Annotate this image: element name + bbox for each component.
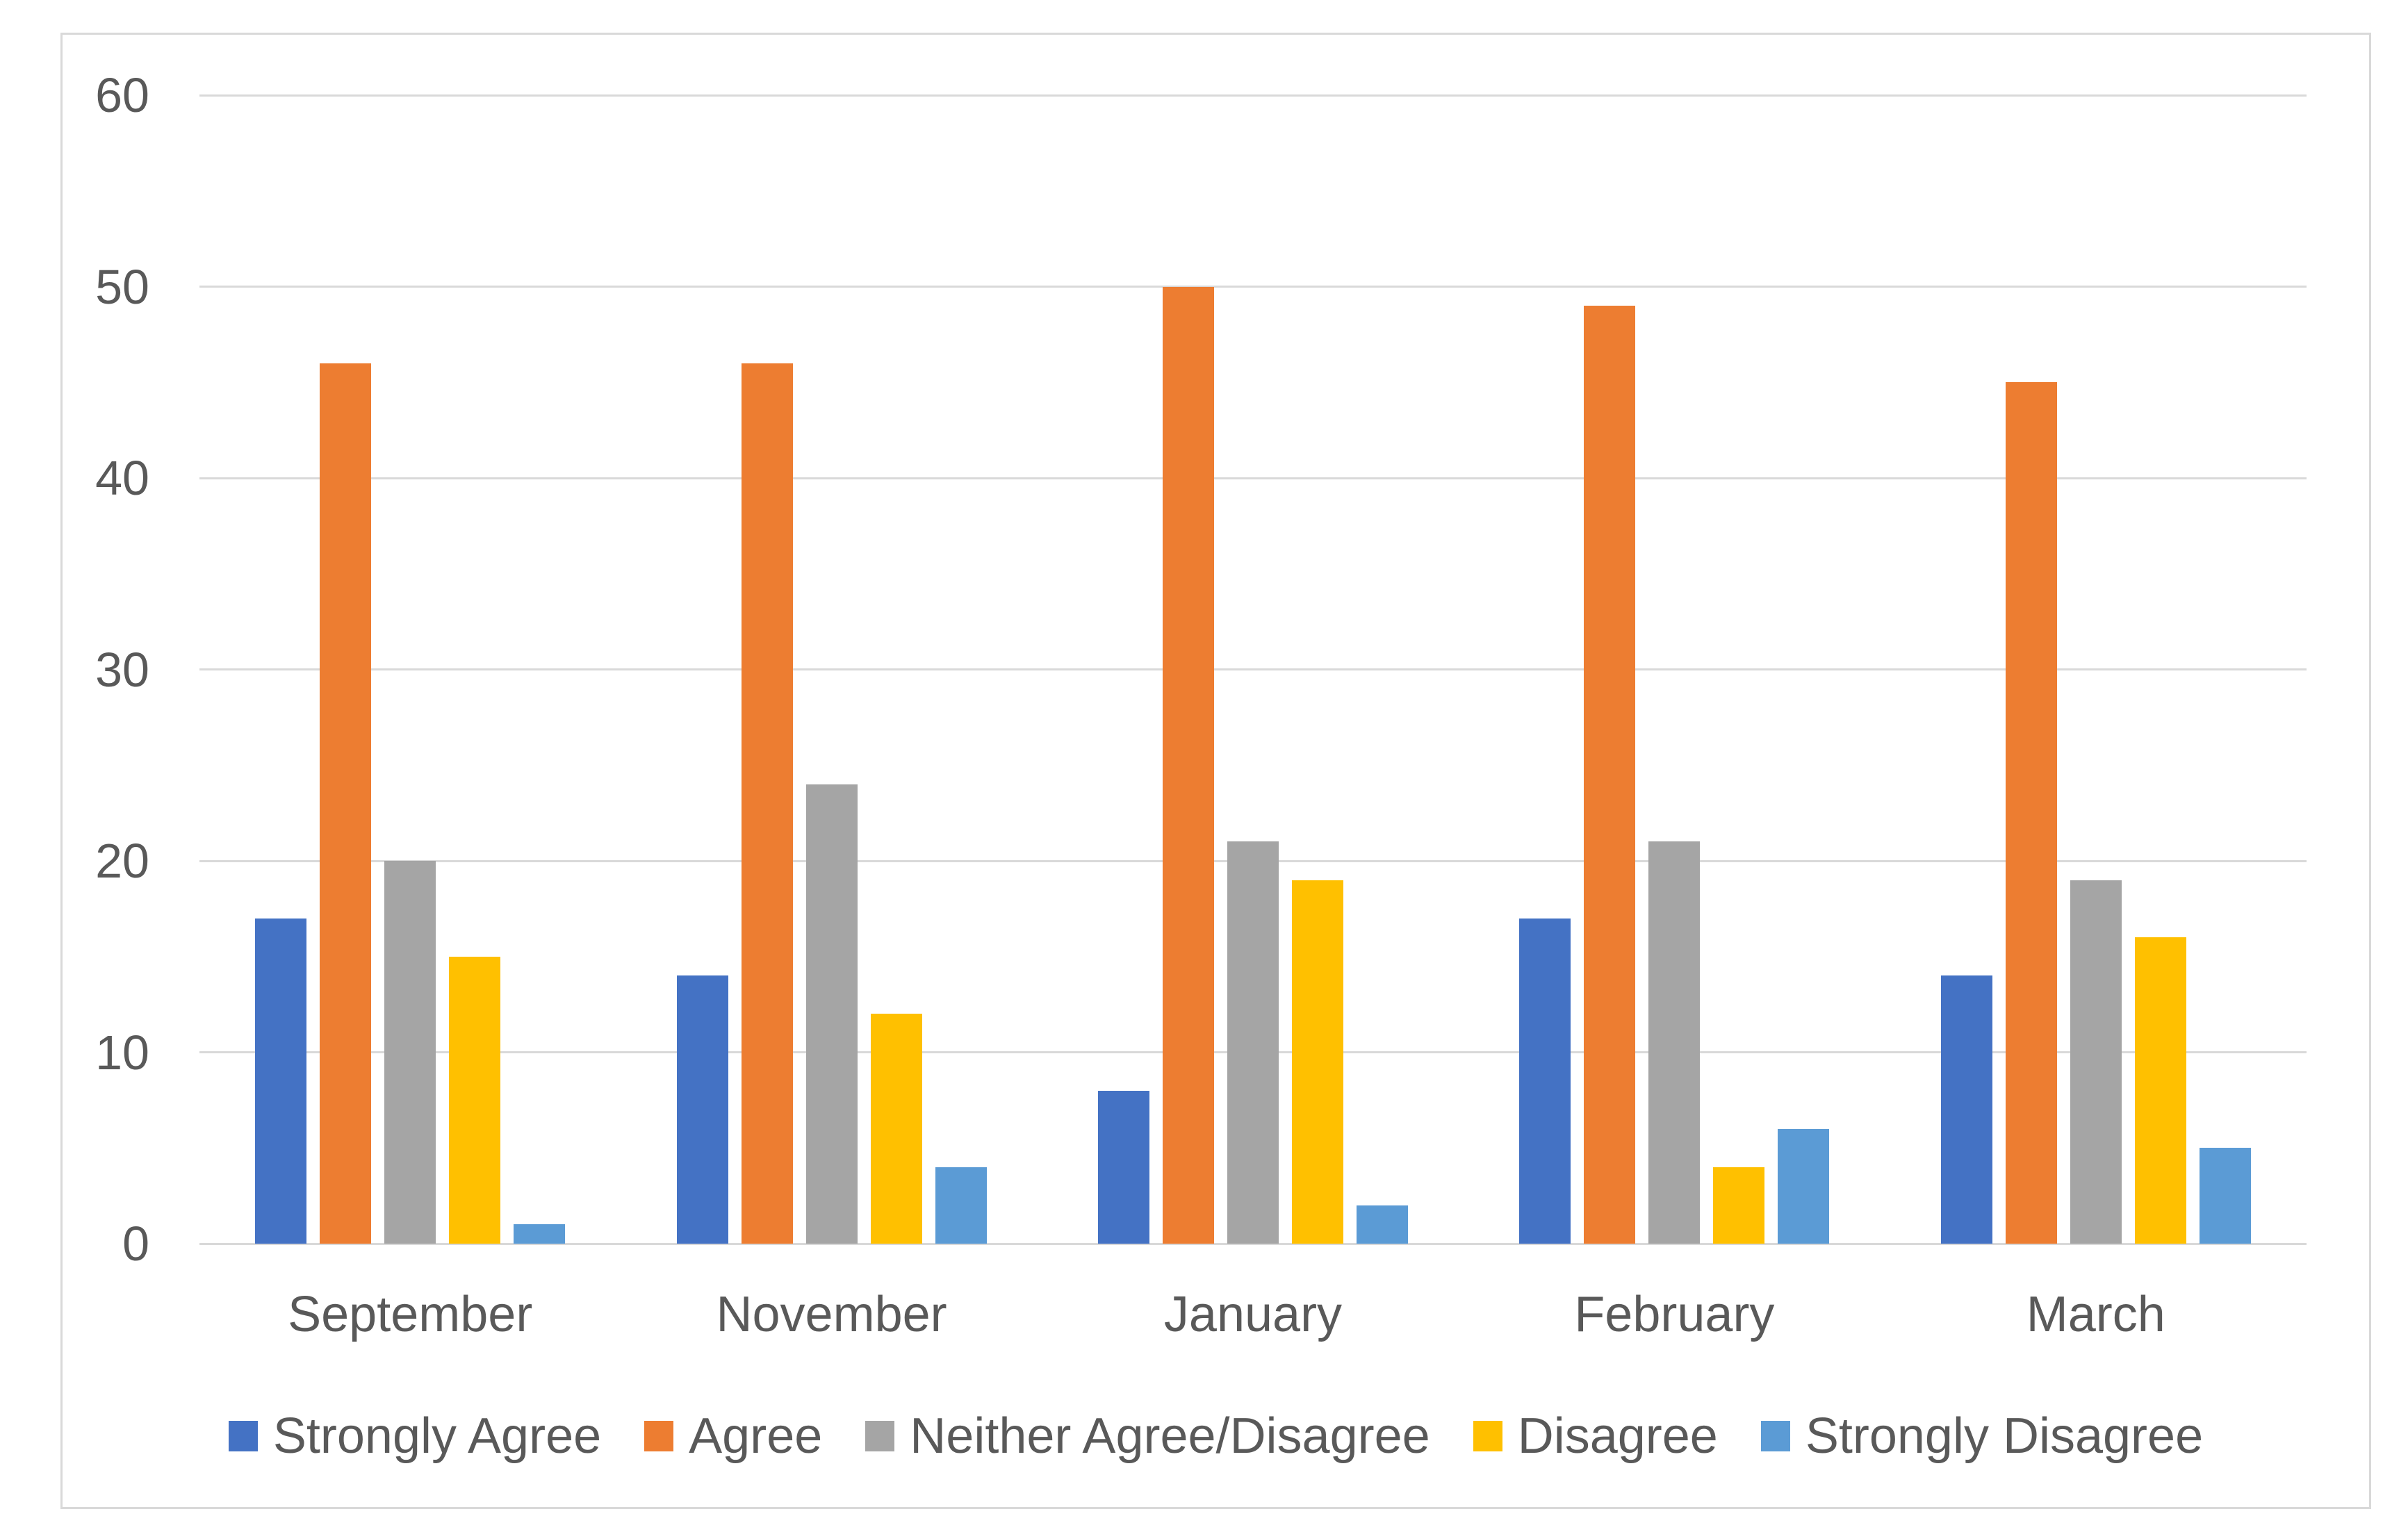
bar-september-strongly-agree [255,918,307,1244]
bar-january-strongly-disagree [1357,1205,1408,1244]
legend-label: Agree [689,1408,823,1464]
bar-september-strongly-disagree [514,1224,566,1244]
bar-november-disagree [870,1014,922,1244]
bar-march-neither-agree-disagree [2070,880,2122,1244]
x-axis: September November January February March [199,1280,2307,1349]
bar-february-strongly-agree [1519,918,1571,1244]
bar-march-strongly-agree [1940,975,1992,1244]
bar-group-february [1519,95,1830,1244]
y-tick-label-10: 10 [95,1025,149,1080]
legend-marker-icon [865,1421,895,1451]
y-tick-label-50: 50 [95,259,149,314]
bar-january-neither-agree-disagree [1227,841,1279,1244]
legend-item-disagree: Disagree [1473,1408,1718,1465]
legend-label: Disagree [1517,1408,1718,1464]
bar-group-september [255,95,566,1244]
plot-area: September November January February March [199,94,2307,1342]
bar-november-strongly-disagree [935,1167,987,1244]
y-tick-label-30: 30 [95,642,149,697]
bar-september-disagree [449,956,501,1244]
bar-group-january [1098,95,1408,1244]
bar-january-strongly-agree [1098,1090,1149,1244]
legend-label: Strongly Agree [272,1408,602,1464]
legend-marker-icon [228,1421,258,1451]
gridline-y-60 [199,94,2307,97]
bar-september-neither-agree-disagree [384,861,436,1244]
bar-february-strongly-disagree [1778,1128,1830,1244]
bar-january-agree [1163,286,1214,1244]
legend-marker-icon [1760,1421,1790,1451]
y-tick-label-60: 60 [95,68,149,122]
x-category-label-february: February [1574,1287,1775,1342]
chart-frame: 0 10 20 30 40 50 60 September November January Fe… [60,33,2371,1509]
legend-item-strongly-agree: Strongly Agree [228,1408,602,1465]
bar-november-neither-agree-disagree [805,784,858,1244]
y-tick-label-40: 40 [95,451,149,505]
bar-november-strongly-agree [676,975,728,1244]
gridline-y-0 [199,1242,2307,1245]
bar-february-disagree [1713,1167,1765,1244]
y-tick-label-20: 20 [95,834,149,888]
legend-marker-icon [1473,1421,1502,1451]
gridline-y-40 [199,477,2307,479]
bar-march-agree [2005,382,2057,1244]
bar-february-agree [1584,306,1636,1244]
legend-label: Strongly Disagree [1805,1408,2204,1464]
gridline-y-50 [199,286,2307,288]
bar-march-disagree [2134,937,2186,1244]
x-category-label-march: March [2026,1287,2165,1342]
bar-november-agree [741,363,793,1244]
legend: Strongly Agree Agree Neither Agree/Disagre… [63,1391,2369,1481]
legend-item-neither-agree-disagree: Neither Agree/Disagree [865,1408,1430,1465]
y-tick-label-0: 0 [122,1217,149,1271]
y-axis: 0 10 20 30 40 50 60 [63,68,149,1271]
bar-group-november [676,95,987,1244]
legend-item-strongly-disagree: Strongly Disagree [1760,1408,2204,1465]
bar-february-neither-agree-disagree [1648,841,1701,1244]
legend-label: Neither Agree/Disagree [910,1408,1430,1464]
x-category-label-january: January [1163,1287,1343,1342]
legend-marker-icon [644,1421,674,1451]
x-category-label-november: November [716,1287,947,1342]
bar-january-disagree [1292,880,1343,1244]
gridline-y-30 [199,668,2307,670]
x-category-label-september: September [288,1287,533,1342]
bar-group-march [1940,95,2251,1244]
legend-item-agree: Agree [644,1408,822,1465]
bar-september-agree [320,363,372,1244]
bar-march-strongly-disagree [2199,1148,2251,1244]
